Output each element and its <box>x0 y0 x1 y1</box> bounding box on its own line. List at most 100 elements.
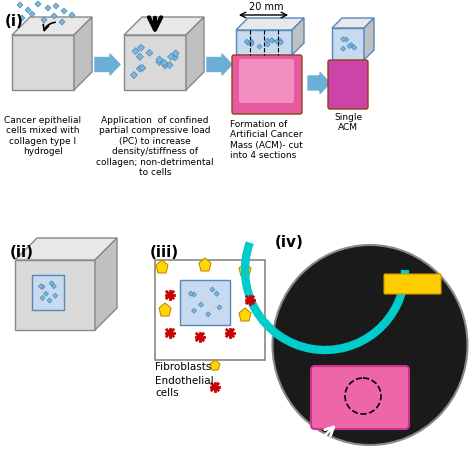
Polygon shape <box>40 284 45 289</box>
Polygon shape <box>244 39 249 44</box>
Text: Fibroblasts: Fibroblasts <box>155 362 211 372</box>
Polygon shape <box>344 37 349 42</box>
Polygon shape <box>199 302 203 307</box>
Polygon shape <box>199 258 211 271</box>
Polygon shape <box>246 40 251 45</box>
Polygon shape <box>12 17 92 35</box>
Polygon shape <box>347 44 352 48</box>
Polygon shape <box>210 287 215 292</box>
Polygon shape <box>51 284 56 289</box>
Polygon shape <box>265 38 270 43</box>
Polygon shape <box>332 18 374 28</box>
FancyBboxPatch shape <box>232 55 302 114</box>
Polygon shape <box>15 260 95 330</box>
Bar <box>32 275 64 310</box>
Polygon shape <box>29 11 35 17</box>
Polygon shape <box>124 35 186 90</box>
Polygon shape <box>341 37 346 42</box>
FancyArrow shape <box>95 54 120 75</box>
Polygon shape <box>25 7 31 13</box>
FancyBboxPatch shape <box>328 60 368 109</box>
Polygon shape <box>269 38 274 43</box>
Polygon shape <box>19 15 25 21</box>
Polygon shape <box>270 38 275 43</box>
Bar <box>155 260 265 360</box>
Polygon shape <box>239 308 251 321</box>
Bar <box>180 280 230 325</box>
Polygon shape <box>44 291 48 296</box>
Polygon shape <box>186 17 204 90</box>
Polygon shape <box>332 28 364 60</box>
Polygon shape <box>274 39 280 44</box>
Polygon shape <box>156 58 163 66</box>
Polygon shape <box>139 64 146 71</box>
Polygon shape <box>364 18 374 60</box>
Polygon shape <box>74 17 92 90</box>
FancyBboxPatch shape <box>384 274 441 294</box>
Polygon shape <box>210 360 220 370</box>
Polygon shape <box>278 40 283 45</box>
Polygon shape <box>249 41 254 46</box>
Polygon shape <box>137 65 143 72</box>
Polygon shape <box>146 49 153 56</box>
Text: (ii): (ii) <box>10 245 34 260</box>
Polygon shape <box>124 17 204 35</box>
Text: Single
ACM: Single ACM <box>334 113 362 132</box>
Polygon shape <box>172 50 179 57</box>
Text: Endothelial
cells: Endothelial cells <box>155 376 214 398</box>
Polygon shape <box>15 238 117 260</box>
Polygon shape <box>35 1 41 7</box>
Polygon shape <box>69 12 75 18</box>
FancyArrow shape <box>207 54 232 75</box>
Polygon shape <box>236 30 292 55</box>
FancyArrow shape <box>308 72 330 93</box>
Polygon shape <box>53 293 58 298</box>
Polygon shape <box>171 54 178 61</box>
Polygon shape <box>45 5 51 11</box>
Text: 20 mm: 20 mm <box>249 2 283 12</box>
Polygon shape <box>40 295 45 300</box>
Polygon shape <box>257 44 262 49</box>
Polygon shape <box>137 53 143 60</box>
Polygon shape <box>130 71 137 79</box>
Polygon shape <box>349 43 354 48</box>
Text: (iii): (iii) <box>150 245 179 260</box>
Polygon shape <box>159 303 171 316</box>
Polygon shape <box>292 18 304 55</box>
Polygon shape <box>162 62 169 69</box>
Polygon shape <box>188 291 193 296</box>
Polygon shape <box>132 48 139 55</box>
FancyBboxPatch shape <box>239 59 294 103</box>
Polygon shape <box>95 238 117 330</box>
Polygon shape <box>61 8 67 14</box>
Polygon shape <box>191 308 197 313</box>
Text: Application  of confined
partial compressive load
(PC) to increase
density/stiff: Application of confined partial compress… <box>96 116 214 177</box>
FancyBboxPatch shape <box>311 366 409 429</box>
Polygon shape <box>156 260 168 273</box>
Polygon shape <box>352 45 357 50</box>
Polygon shape <box>341 46 346 51</box>
Polygon shape <box>236 18 304 30</box>
Polygon shape <box>49 281 54 286</box>
Polygon shape <box>206 312 210 317</box>
Polygon shape <box>41 17 47 23</box>
Polygon shape <box>217 305 222 310</box>
Text: Formation of
Artificial Cancer
Mass (ACM)- cut
into 4 sections: Formation of Artificial Cancer Mass (ACM… <box>229 120 302 160</box>
Text: (i): (i) <box>5 14 24 29</box>
Polygon shape <box>17 2 23 8</box>
Polygon shape <box>59 19 65 25</box>
Polygon shape <box>278 39 283 44</box>
Polygon shape <box>12 35 74 90</box>
Polygon shape <box>239 263 251 276</box>
Polygon shape <box>161 59 168 66</box>
Text: Cancer epithelial
cells mixed with
collagen type I
hydrogel: Cancer epithelial cells mixed with colla… <box>4 116 82 156</box>
Polygon shape <box>53 3 59 9</box>
Polygon shape <box>249 39 254 44</box>
Polygon shape <box>191 292 197 297</box>
Text: (iv): (iv) <box>275 235 304 250</box>
Polygon shape <box>47 298 52 303</box>
Polygon shape <box>166 62 173 69</box>
Polygon shape <box>51 13 57 19</box>
Polygon shape <box>137 44 145 51</box>
Polygon shape <box>214 291 219 296</box>
